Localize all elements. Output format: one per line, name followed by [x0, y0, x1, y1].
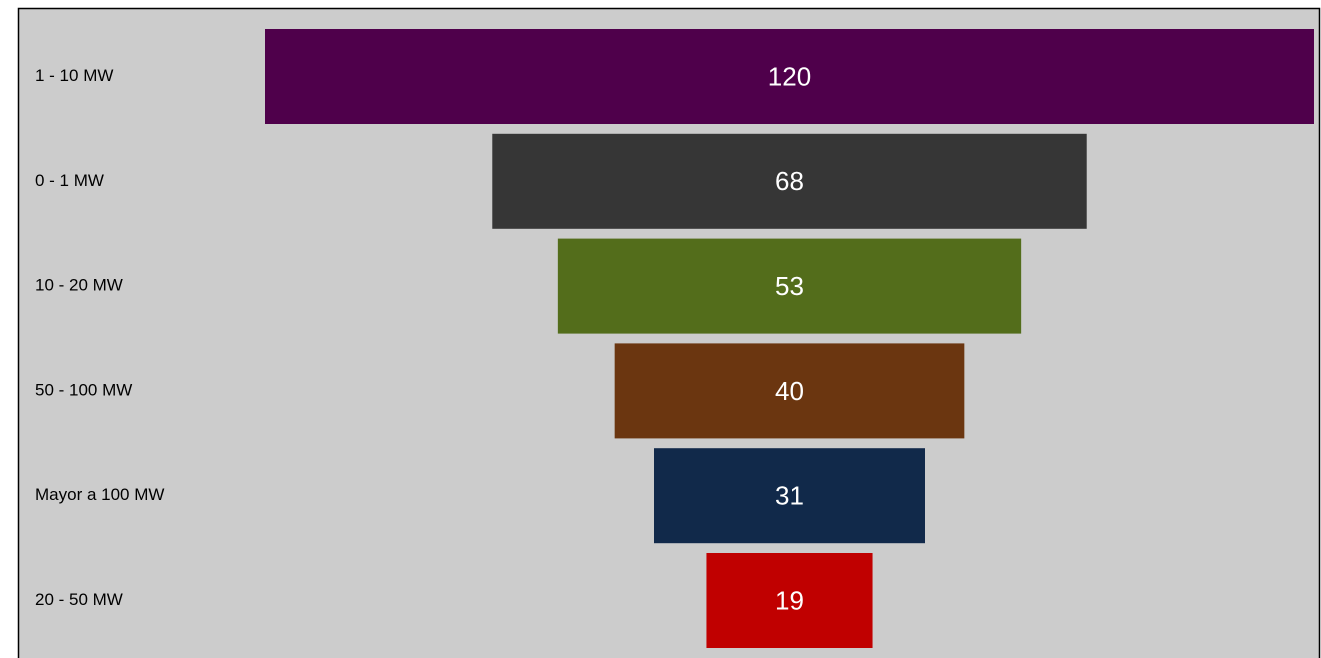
category-label: 10 - 20 MW [35, 276, 123, 295]
category-label: Mayor a 100 MW [35, 485, 164, 504]
value-label: 31 [775, 481, 804, 511]
value-label: 68 [775, 166, 804, 196]
funnel-bar [492, 133, 1087, 229]
funnel-bar [706, 553, 873, 648]
value-label: 40 [775, 376, 804, 406]
category-label: 50 - 100 MW [35, 380, 132, 399]
funnel-bar [557, 238, 1022, 334]
funnel-bar [265, 29, 1314, 124]
category-label: 1 - 10 MW [35, 66, 113, 85]
funnel-bar [614, 343, 965, 439]
value-label: 120 [768, 61, 811, 91]
funnel-bar [654, 448, 925, 544]
value-label: 19 [775, 585, 804, 615]
value-label: 53 [775, 271, 804, 301]
category-label: 0 - 1 MW [35, 171, 104, 190]
category-label: 20 - 50 MW [35, 590, 123, 609]
